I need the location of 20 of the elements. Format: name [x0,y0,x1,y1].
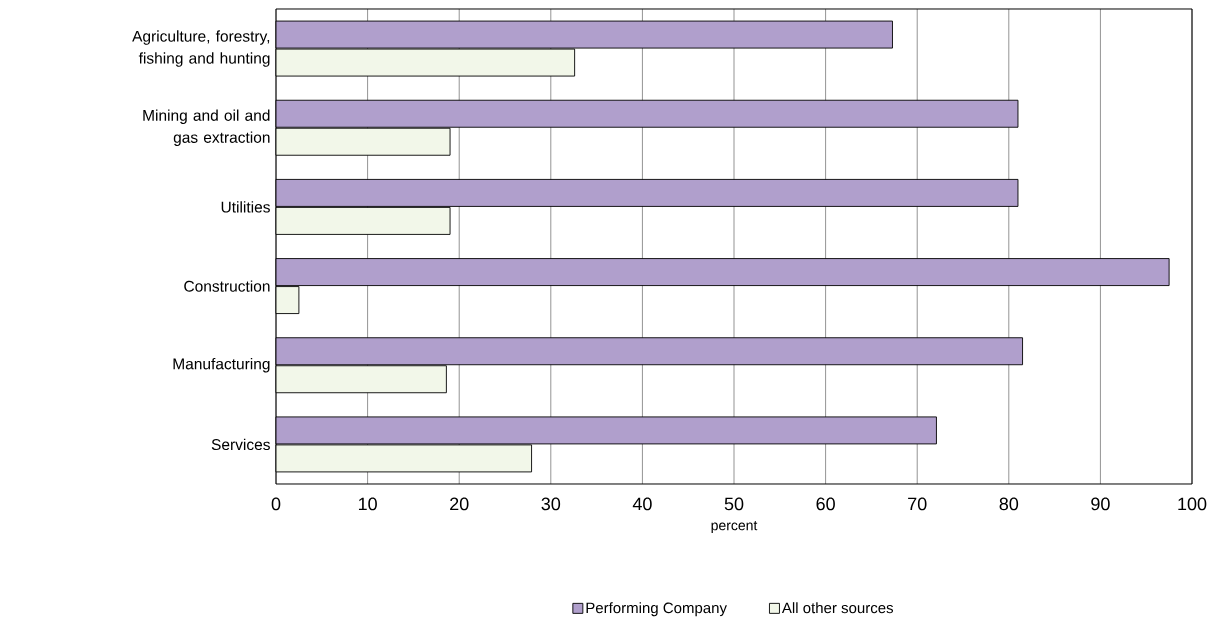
x-tick-label: 100 [1178,497,1207,511]
x-tick-label: 0 [271,497,281,511]
y-tick-label: Construction [184,280,270,292]
legend-label: Performing Company [586,602,727,617]
x-tick-label: 90 [1091,497,1110,511]
y-tick-label: Agriculture, forestry, fishing and hunting [132,30,270,67]
y-tick-label: Services [211,438,270,451]
legend-label: All other sources [781,602,894,614]
y-tick-label: Manufacturing [173,358,270,373]
x-tick-label: 50 [724,497,744,511]
y-tick-label: Mining and oil and gas extraction [143,109,270,146]
x-tick-label: 70 [908,497,927,511]
x-axis-title: percent [711,521,758,534]
x-tick-label: 60 [816,497,835,511]
x-tick-label: 80 [999,497,1019,511]
x-tick-label: 20 [450,497,469,511]
x-tick-label: 10 [358,497,377,511]
y-tick-label: Utilities [221,201,270,213]
x-tick-label: 40 [632,497,652,511]
x-tick-label: 30 [541,497,561,511]
